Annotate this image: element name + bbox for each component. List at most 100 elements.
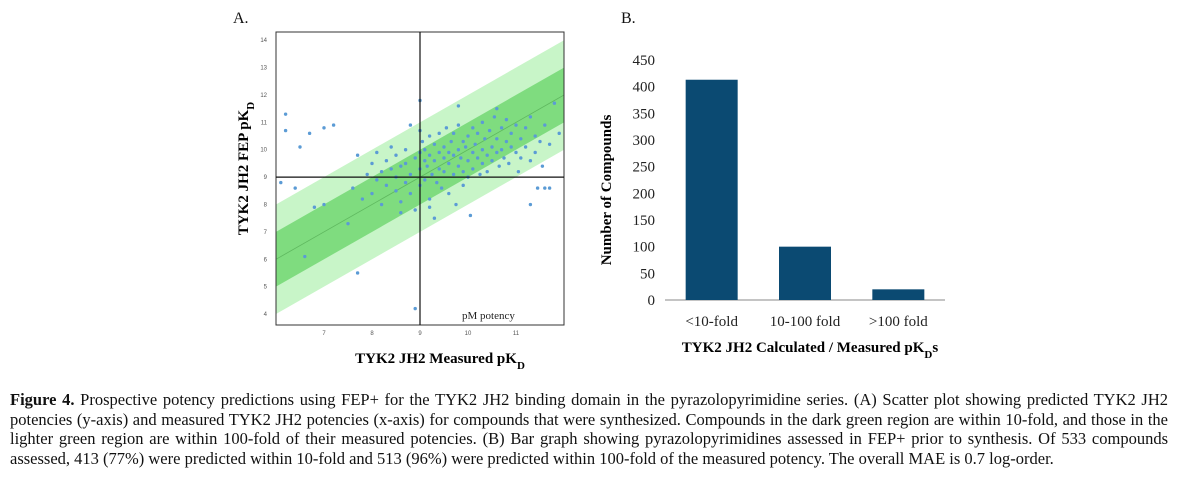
x-tick-label: <10-fold bbox=[685, 314, 738, 330]
data-point bbox=[510, 132, 513, 135]
data-point bbox=[414, 307, 417, 310]
data-point bbox=[322, 203, 325, 206]
y-tick-label: 14 bbox=[260, 38, 267, 44]
data-point bbox=[507, 162, 510, 165]
data-point bbox=[481, 121, 484, 124]
data-point bbox=[447, 162, 450, 165]
data-point bbox=[538, 140, 541, 143]
data-point bbox=[356, 154, 359, 157]
data-point bbox=[514, 151, 517, 154]
data-point bbox=[440, 186, 443, 189]
data-point bbox=[442, 170, 445, 173]
data-point bbox=[394, 154, 397, 157]
data-point bbox=[346, 222, 349, 225]
data-point bbox=[462, 140, 465, 143]
data-point bbox=[452, 154, 455, 157]
bar-1 bbox=[779, 247, 831, 300]
data-point bbox=[423, 159, 426, 162]
y-tick-label: 200 bbox=[633, 186, 656, 202]
y-tick-label: 400 bbox=[633, 80, 656, 96]
data-point bbox=[433, 159, 436, 162]
data-point bbox=[366, 173, 369, 176]
data-point bbox=[428, 134, 431, 137]
data-point bbox=[445, 126, 448, 129]
data-point bbox=[404, 181, 407, 184]
data-point bbox=[493, 115, 496, 118]
data-point bbox=[313, 206, 316, 209]
y-tick-label: 12 bbox=[260, 93, 267, 99]
data-point bbox=[414, 156, 417, 159]
data-point bbox=[500, 148, 503, 151]
data-point bbox=[356, 271, 359, 274]
data-point bbox=[553, 101, 556, 104]
data-point bbox=[505, 118, 508, 121]
data-point bbox=[375, 151, 378, 154]
data-point bbox=[486, 154, 489, 157]
bar-2 bbox=[872, 289, 924, 300]
x-axis-title-main: TYK2 JH2 Measured pK bbox=[355, 351, 517, 367]
data-point bbox=[534, 151, 537, 154]
data-point bbox=[464, 145, 467, 148]
data-point bbox=[284, 112, 287, 115]
data-point bbox=[524, 126, 527, 129]
data-point bbox=[510, 145, 513, 148]
data-point bbox=[428, 154, 431, 157]
y-tick-label: 4 bbox=[264, 312, 268, 318]
x-axis-title-main: TYK2 JH2 Calculated / Measured pK bbox=[682, 340, 925, 356]
data-point bbox=[536, 186, 539, 189]
data-point bbox=[351, 186, 354, 189]
data-point bbox=[548, 143, 551, 146]
data-point bbox=[474, 143, 477, 146]
y-tick-label: 350 bbox=[633, 106, 656, 122]
data-point bbox=[279, 181, 282, 184]
data-point bbox=[476, 156, 479, 159]
data-point bbox=[380, 203, 383, 206]
data-point bbox=[438, 151, 441, 154]
data-point bbox=[462, 170, 465, 173]
data-point bbox=[462, 184, 465, 187]
data-point bbox=[486, 170, 489, 173]
y-tick-label: 7 bbox=[264, 230, 268, 236]
y-tick-label: 11 bbox=[261, 120, 268, 126]
data-point bbox=[430, 173, 433, 176]
x-axis-title-suffix: s bbox=[932, 340, 938, 356]
y-tick-label: 150 bbox=[633, 213, 656, 229]
data-point bbox=[438, 132, 441, 135]
data-point bbox=[452, 173, 455, 176]
data-point bbox=[457, 123, 460, 126]
data-point bbox=[404, 162, 407, 165]
y-axis-title-main: TYK2 JH2 FEP pK bbox=[236, 109, 252, 235]
data-point bbox=[399, 200, 402, 203]
data-point bbox=[495, 107, 498, 110]
data-point bbox=[394, 189, 397, 192]
data-point bbox=[488, 129, 491, 132]
data-point bbox=[543, 186, 546, 189]
data-point bbox=[469, 214, 472, 217]
bar-chart: 050100150200250300350400450<10-fold10-10… bbox=[585, 20, 1005, 365]
data-point bbox=[308, 132, 311, 135]
x-tick-label: >100 fold bbox=[869, 314, 928, 330]
data-point bbox=[481, 162, 484, 165]
data-point bbox=[519, 156, 522, 159]
y-tick-label: 250 bbox=[633, 160, 656, 176]
x-tick-label: 11 bbox=[513, 331, 520, 337]
data-point bbox=[454, 203, 457, 206]
x-tick-label: 9 bbox=[418, 331, 422, 337]
data-point bbox=[385, 159, 388, 162]
data-point bbox=[457, 148, 460, 151]
scatter-plot: 78910114567891011121314pM potencyTYK2 JH… bbox=[230, 20, 575, 375]
data-point bbox=[399, 164, 402, 167]
data-point bbox=[390, 167, 393, 170]
x-tick-label: 10 bbox=[465, 331, 472, 337]
data-point bbox=[298, 145, 301, 148]
y-tick-label: 50 bbox=[640, 266, 655, 282]
data-point bbox=[548, 186, 551, 189]
y-axis-title-subscript: D bbox=[245, 102, 257, 110]
x-axis-title: TYK2 JH2 Calculated / Measured pKDs bbox=[682, 340, 939, 361]
x-tick-label: 10-100 fold bbox=[770, 314, 841, 330]
data-point bbox=[457, 104, 460, 107]
data-point bbox=[426, 164, 429, 167]
data-point bbox=[380, 170, 383, 173]
y-tick-label: 9 bbox=[264, 175, 268, 181]
data-point bbox=[541, 164, 544, 167]
